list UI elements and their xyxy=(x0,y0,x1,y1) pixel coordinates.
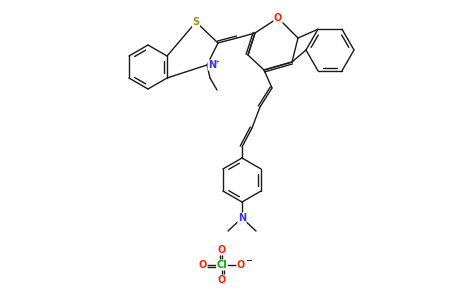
Text: O: O xyxy=(218,275,226,285)
Text: −: − xyxy=(245,256,252,266)
Text: O: O xyxy=(237,260,245,270)
Text: +: + xyxy=(213,59,219,65)
Text: O: O xyxy=(274,13,282,23)
Text: O: O xyxy=(199,260,207,270)
Text: O: O xyxy=(218,245,226,255)
Text: N: N xyxy=(238,213,246,223)
Text: N: N xyxy=(208,60,216,70)
Text: Cl: Cl xyxy=(217,260,227,270)
Text: S: S xyxy=(192,17,200,27)
